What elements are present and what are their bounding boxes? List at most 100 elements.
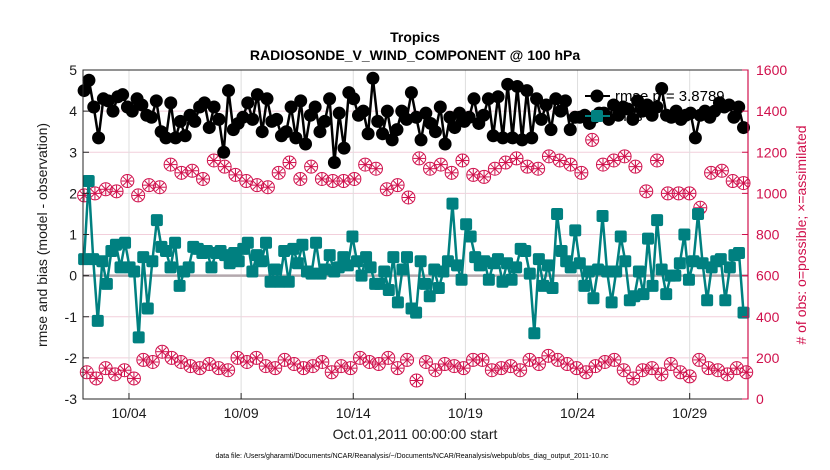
obs-marker [362, 354, 377, 369]
obs-marker [271, 165, 286, 180]
bias-point [287, 242, 300, 255]
legend-rmse-marker [590, 89, 604, 103]
obs-marker [183, 359, 198, 374]
obs-marker [98, 361, 113, 376]
obs-marker [456, 361, 471, 376]
obs-assimilated-star [284, 157, 295, 168]
obs-possible-circle [639, 184, 654, 199]
obs-marker [645, 361, 660, 376]
obs-assimilated-star [133, 190, 143, 201]
bias-point [323, 249, 336, 262]
rmse-point [361, 127, 375, 141]
rmse-point [241, 96, 255, 110]
obs-marker [563, 157, 578, 172]
obs-marker [531, 357, 546, 372]
bias-point [523, 267, 536, 280]
obs-marker [503, 359, 518, 374]
bias-point [428, 263, 441, 276]
obs-possible-circle [183, 359, 198, 374]
rmse-point [655, 82, 669, 96]
obs-assimilated-star [411, 375, 422, 386]
obs-possible-circle [588, 359, 603, 374]
obs-marker [682, 186, 697, 201]
rmse-point [727, 110, 741, 124]
obs-assimilated-star [663, 188, 673, 198]
rmse-point [534, 112, 548, 126]
bias-point [610, 265, 623, 278]
bias-point [437, 265, 450, 278]
obs-possible-circle [334, 359, 349, 374]
bias-point [114, 261, 127, 274]
bias-point [419, 277, 432, 290]
obs-assimilated-star [185, 361, 196, 371]
obs-possible-circle [136, 352, 151, 367]
obs-marker [701, 361, 716, 376]
obs-marker [268, 361, 283, 376]
obs-possible-circle [574, 165, 589, 180]
obs-marker [550, 352, 565, 367]
obs-assimilated-star [129, 373, 139, 384]
obs-assimilated-star [553, 355, 563, 365]
bias-point [719, 294, 732, 307]
rmse-point [376, 127, 390, 141]
obs-marker [79, 365, 94, 380]
obs-marker [98, 182, 113, 197]
obs-marker [371, 357, 386, 372]
obs-possible-circle [314, 171, 329, 186]
obs-possible-circle [228, 167, 243, 182]
obs-assimilated-star [449, 361, 459, 371]
bias-point [150, 214, 163, 227]
obs-possible-circle [401, 190, 416, 205]
obs-assimilated-star [506, 361, 516, 371]
obs-possible-circle [268, 361, 283, 376]
obs-assimilated-star [263, 182, 273, 192]
rmse-point [390, 123, 404, 137]
obs-marker [296, 361, 311, 376]
bias-point [573, 257, 586, 270]
rmse-point [106, 104, 120, 118]
obs-marker [136, 352, 151, 367]
obs-assimilated-star [436, 159, 446, 170]
obs-marker [635, 363, 650, 378]
obs-assimilated-star [166, 353, 177, 363]
rmse-point [462, 110, 476, 124]
obs-assimilated-star [666, 359, 676, 369]
obs-assimilated-star [490, 164, 500, 174]
rmse-point [732, 100, 746, 114]
obs-marker [729, 361, 744, 376]
left-tick-label: 3 [69, 144, 77, 160]
obs-assimilated-star [82, 367, 92, 377]
bias-point [132, 331, 145, 344]
rmse-point [554, 104, 568, 118]
obs-marker [260, 180, 275, 195]
bias-point [159, 244, 172, 257]
obs-possible-circle [117, 363, 132, 378]
bias-point [696, 257, 709, 270]
bias-point [723, 261, 736, 274]
obs-assimilated-star [176, 357, 186, 367]
right-tick-label: 600 [756, 268, 780, 284]
right-tick-label: 400 [756, 309, 780, 325]
obs-marker [258, 359, 273, 374]
obs-marker [650, 153, 665, 168]
rmse-point [145, 110, 159, 124]
rmse-point [558, 94, 572, 108]
right-tick-label: 1000 [756, 185, 787, 201]
bias-point [341, 259, 354, 272]
bias-point [496, 275, 509, 288]
obs-assimilated-star [230, 170, 241, 180]
obs-possible-circle [616, 363, 631, 378]
legend-bias-marker [591, 110, 603, 122]
rmse-point [260, 92, 274, 106]
obs-assimilated-star [157, 347, 167, 357]
bias-point [455, 273, 468, 286]
bias-point [714, 253, 727, 266]
bias-point [410, 306, 423, 319]
rmse-point [544, 123, 558, 137]
obs-possible-circle [725, 174, 740, 189]
obs-possible-circle [650, 153, 665, 168]
legend-bias-label: bias [615, 108, 643, 125]
obs-possible-circle [466, 167, 481, 182]
rmse-point [337, 141, 351, 155]
obs-marker [152, 180, 167, 195]
